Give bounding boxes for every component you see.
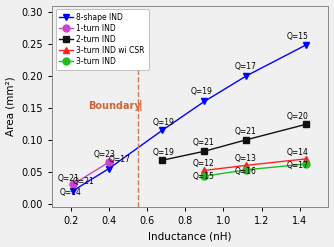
8-shape IND [71,189,75,192]
3-turn IND wi CSR [244,164,248,167]
Line: 3-turn IND wi CSR: 3-turn IND wi CSR [201,155,309,174]
Text: Q=20: Q=20 [287,112,308,121]
Text: Q=19: Q=19 [153,118,175,127]
Line: 2-turn IND: 2-turn IND [159,121,309,164]
3-turn IND [244,168,248,171]
2-turn IND [304,123,308,126]
X-axis label: Inductance (nH): Inductance (nH) [148,231,232,242]
Text: Q=16: Q=16 [235,166,257,176]
Text: Q=15: Q=15 [287,32,308,41]
Text: Q=14: Q=14 [287,148,308,157]
Text: Q=14: Q=14 [59,188,81,197]
Line: 8-shape IND: 8-shape IND [69,42,309,194]
3-turn IND [304,163,308,165]
Text: |: | [139,100,142,111]
Y-axis label: Area (mm²): Area (mm²) [6,76,16,136]
Text: Q=21: Q=21 [73,177,95,186]
8-shape IND [160,129,164,132]
Text: Q=12: Q=12 [193,159,215,168]
Text: Q=17: Q=17 [109,155,131,164]
1-turn IND [71,183,75,186]
Legend: 8-shape IND, 1-turn IND, 2-turn IND, 3-turn IND wi CSR, 3-turn IND: 8-shape IND, 1-turn IND, 2-turn IND, 3-t… [55,9,149,70]
Text: Q=19: Q=19 [153,148,175,157]
Text: Q=21: Q=21 [193,138,215,147]
3-turn IND wi CSR [304,157,308,160]
Text: Q=17: Q=17 [287,162,308,170]
8-shape IND [244,74,248,77]
3-turn IND wi CSR [202,169,206,172]
Text: Q=23: Q=23 [94,150,116,159]
Text: Q=15: Q=15 [193,172,215,181]
3-turn IND [202,175,206,178]
2-turn IND [202,150,206,153]
Line: 1-turn IND: 1-turn IND [69,159,113,188]
1-turn IND [107,161,111,164]
Text: Q=17: Q=17 [235,62,257,71]
Text: Q=21: Q=21 [235,127,257,136]
2-turn IND [244,138,248,141]
2-turn IND [160,159,164,162]
8-shape IND [107,167,111,170]
Text: Q=21: Q=21 [57,174,79,183]
8-shape IND [304,44,308,47]
8-shape IND [202,100,206,103]
Text: Q=19: Q=19 [191,87,213,96]
Line: 3-turn IND: 3-turn IND [201,161,309,180]
Text: Q=13: Q=13 [235,154,257,164]
Text: Boundary: Boundary [88,101,141,111]
